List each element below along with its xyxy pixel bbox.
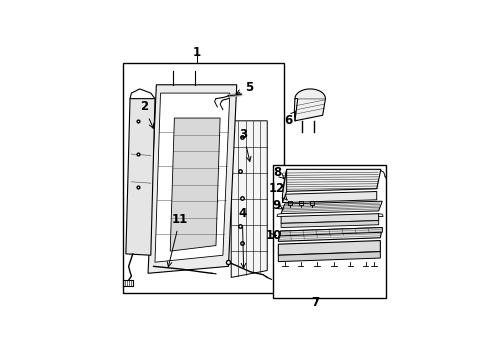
Bar	[123, 63, 284, 293]
Polygon shape	[281, 201, 382, 214]
Polygon shape	[125, 99, 155, 255]
Polygon shape	[278, 228, 382, 242]
Polygon shape	[148, 85, 236, 273]
Polygon shape	[280, 228, 382, 236]
Polygon shape	[281, 214, 378, 223]
Text: 9: 9	[272, 199, 283, 212]
Text: 10: 10	[264, 229, 281, 242]
Text: 5: 5	[236, 81, 253, 94]
Polygon shape	[278, 240, 380, 255]
Text: 4: 4	[238, 207, 246, 268]
Polygon shape	[282, 169, 380, 192]
Text: 12: 12	[268, 182, 286, 200]
Text: 6: 6	[284, 111, 295, 127]
Polygon shape	[294, 99, 325, 121]
Polygon shape	[170, 118, 220, 251]
Polygon shape	[282, 192, 376, 203]
Text: 7: 7	[311, 296, 319, 309]
Text: 2: 2	[140, 100, 153, 129]
Polygon shape	[278, 252, 380, 262]
Polygon shape	[155, 93, 229, 262]
Polygon shape	[282, 169, 286, 203]
Polygon shape	[281, 221, 378, 228]
Text: 8: 8	[272, 166, 284, 179]
Polygon shape	[231, 121, 267, 278]
Text: 1: 1	[192, 46, 200, 59]
Text: 3: 3	[239, 128, 250, 161]
Bar	[272, 165, 386, 298]
Text: 11: 11	[167, 213, 188, 267]
